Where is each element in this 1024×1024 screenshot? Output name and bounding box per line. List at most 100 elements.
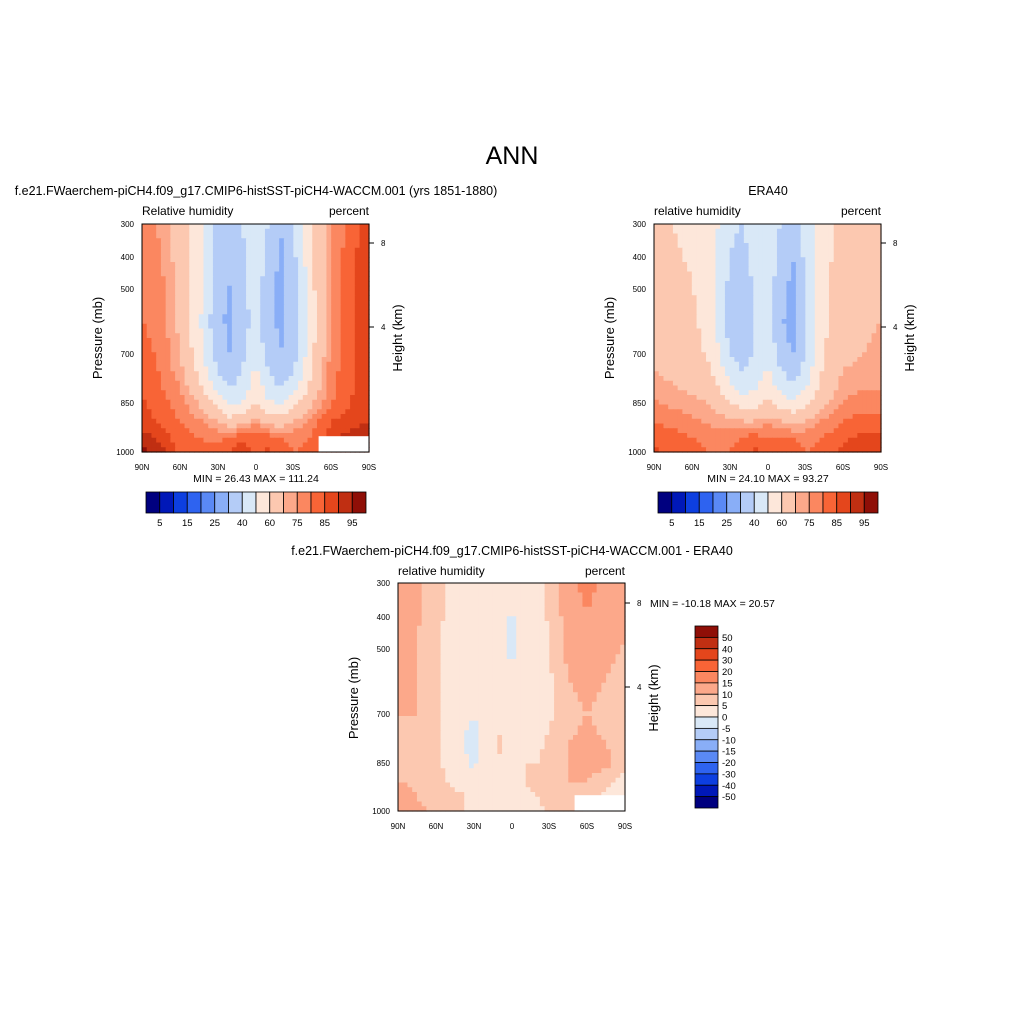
- contour-cell: [739, 224, 745, 230]
- contour-cell: [511, 592, 517, 598]
- contour-cell: [563, 583, 569, 589]
- contour-cell: [715, 342, 721, 349]
- contour-cell: [208, 447, 214, 453]
- contour-cell: [758, 328, 764, 334]
- contour-cell: [658, 390, 665, 396]
- contour-cell: [786, 390, 792, 396]
- contour-cell: [800, 418, 806, 425]
- contour-cell: [658, 385, 665, 391]
- contour-cell: [165, 304, 171, 311]
- contour-cell: [838, 333, 844, 339]
- contour-cell: [654, 376, 660, 382]
- contour-cell: [184, 276, 190, 282]
- contour-cell: [838, 276, 844, 282]
- contour-cell: [786, 281, 792, 287]
- contour-cell: [672, 404, 679, 410]
- contour-cell: [672, 304, 679, 311]
- contour-cell: [672, 276, 679, 282]
- contour-cell: [776, 338, 783, 344]
- contour-cell: [828, 395, 835, 401]
- contour-cell: [184, 247, 190, 254]
- contour-cell: [345, 224, 351, 230]
- contour-cell: [321, 347, 328, 353]
- contour-cell: [805, 319, 811, 325]
- contour-cell: [194, 309, 200, 315]
- contour-cell: [876, 414, 882, 420]
- contour-cell: [654, 418, 660, 425]
- contour-cell: [354, 371, 361, 377]
- contour-cell: [298, 271, 304, 277]
- contour-cell: [866, 295, 873, 301]
- contour-cell: [767, 442, 773, 448]
- contour-cell: [739, 371, 745, 377]
- contour-cell: [321, 371, 328, 377]
- contour-cell: [151, 361, 157, 368]
- contour-cell: [871, 247, 877, 254]
- contour-cell: [246, 233, 252, 239]
- contour-cell: [691, 233, 698, 239]
- contour-cell: [236, 314, 242, 320]
- contour-cell: [838, 399, 844, 406]
- contour-cell: [302, 285, 309, 292]
- contour-cell: [786, 371, 792, 377]
- contour-cell: [876, 333, 882, 339]
- contour-cell: [298, 323, 304, 330]
- contour-cell: [312, 447, 318, 453]
- contour-cell: [762, 295, 769, 301]
- contour-cell: [293, 300, 299, 306]
- contour-cell: [715, 352, 721, 358]
- contour-cell: [359, 409, 365, 415]
- colorbar-box: [808, 491, 824, 514]
- contour-cell: [175, 295, 181, 301]
- contour-cell: [274, 380, 280, 387]
- contour-cell: [724, 437, 731, 444]
- contour-cell: [194, 361, 200, 368]
- contour-cell: [227, 399, 233, 406]
- contour-cell: [710, 414, 717, 420]
- contour-cell: [354, 257, 361, 263]
- contour-cell: [222, 418, 228, 425]
- contour-cell: [302, 328, 309, 334]
- contour-cell: [857, 257, 863, 263]
- contour-cell: [331, 262, 337, 268]
- contour-cell: [762, 385, 769, 391]
- contour-cell: [184, 404, 190, 410]
- contour-cell: [302, 300, 309, 306]
- contour-cell: [701, 323, 707, 330]
- contour-cell: [241, 442, 247, 448]
- contour-cell: [293, 266, 299, 273]
- contour-cell: [160, 437, 167, 444]
- contour-cell: [729, 418, 735, 425]
- contour-cell: [189, 333, 195, 339]
- contour-cell: [833, 352, 840, 358]
- contour-cell: [852, 414, 858, 420]
- contour-cell: [710, 385, 717, 391]
- contour-cell: [833, 404, 840, 410]
- contour-cell: [871, 262, 877, 268]
- contour-cell: [743, 309, 750, 315]
- contour-cell: [179, 285, 186, 292]
- contour-cell: [544, 587, 550, 594]
- contour-cell: [274, 319, 280, 325]
- contour-cell: [701, 266, 707, 273]
- contour-cell: [767, 238, 773, 244]
- contour-cell: [828, 276, 835, 282]
- contour-cell: [179, 376, 186, 382]
- contour-cell: [663, 266, 669, 273]
- contour-cell: [151, 238, 157, 244]
- contour-cell: [170, 423, 176, 429]
- contour-cell: [236, 399, 242, 406]
- contour-cell: [781, 371, 788, 377]
- contour-cell: [772, 228, 778, 235]
- contour-cell: [307, 228, 313, 235]
- contour-cell: [739, 442, 745, 448]
- contour-cell: [847, 437, 854, 444]
- contour-cell: [231, 361, 238, 368]
- contour-cell: [402, 583, 409, 589]
- contour-cell: [814, 352, 821, 358]
- colorbar-label: 15: [694, 518, 705, 529]
- contour-cell: [810, 271, 816, 277]
- contour-cell: [165, 233, 171, 239]
- contour-cell: [762, 352, 769, 358]
- contour-cell: [364, 371, 370, 377]
